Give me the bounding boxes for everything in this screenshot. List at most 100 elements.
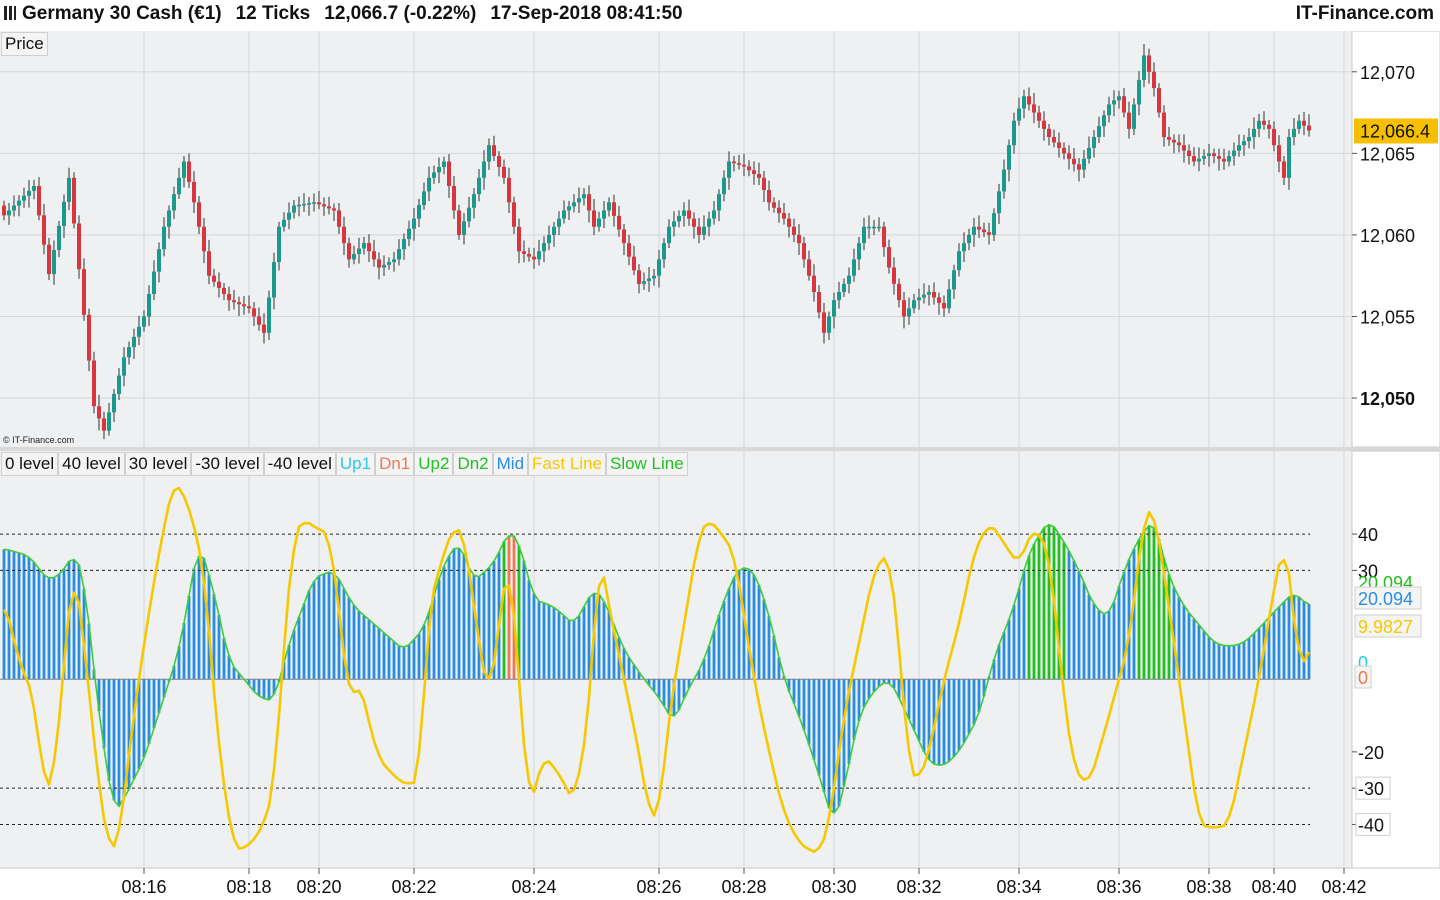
candle-body	[192, 181, 196, 203]
candle	[587, 185, 591, 223]
histogram-bar	[947, 679, 951, 762]
histogram-bar	[957, 679, 961, 751]
candle	[1247, 128, 1251, 149]
histogram-bar	[117, 679, 121, 807]
candle-body	[582, 194, 586, 199]
indicator-legend-item[interactable]: 40 level	[58, 452, 125, 476]
histogram-bar	[847, 679, 851, 764]
candle-body	[77, 223, 81, 270]
candle	[57, 221, 61, 258]
candle	[877, 217, 881, 232]
candle	[467, 196, 471, 228]
histogram-bar	[677, 679, 681, 711]
histogram-bar	[452, 548, 456, 680]
indicator-legend-item[interactable]: 30 level	[124, 452, 192, 476]
candle-body	[1052, 137, 1056, 143]
candle-body	[587, 194, 591, 211]
candle-body	[522, 251, 526, 254]
candle-body	[1102, 115, 1106, 127]
histogram-bar	[687, 679, 691, 689]
candle	[677, 210, 681, 228]
histogram-bar	[27, 557, 31, 680]
histogram-bar	[332, 574, 336, 680]
candle-body	[922, 294, 926, 298]
histogram-bar	[1032, 544, 1036, 680]
candle-body	[672, 221, 676, 227]
candle-body	[932, 292, 936, 298]
histogram-bar	[372, 624, 376, 680]
candle-body	[867, 226, 871, 229]
indicator-legend-item[interactable]: Mid	[492, 452, 529, 476]
histogram-bar	[607, 612, 611, 680]
candle	[562, 200, 566, 224]
candle	[627, 234, 631, 266]
histogram-bar	[612, 624, 616, 680]
candle-body	[352, 253, 356, 260]
candle-body	[297, 204, 301, 207]
candle-body	[702, 226, 706, 235]
price-legend[interactable]: Price	[1, 32, 48, 56]
candle	[917, 288, 921, 310]
price-panel-bg	[0, 31, 1352, 447]
candle	[777, 200, 781, 223]
candle-body	[497, 156, 501, 167]
candle	[662, 238, 666, 268]
candle	[932, 282, 936, 305]
indicator-legend-item[interactable]: 0 level	[1, 452, 59, 476]
candle	[612, 194, 616, 227]
chart-canvas[interactable]: 12,070 12,065 12,060 12,055 12,050 12,066.4 40…	[0, 31, 1440, 900]
candle-body	[1282, 161, 1286, 178]
candle	[432, 165, 436, 184]
candle	[522, 240, 526, 263]
candle	[392, 251, 396, 272]
candle	[372, 239, 376, 267]
histogram-bar	[1182, 605, 1186, 680]
candle	[307, 196, 311, 216]
candle-body	[1047, 128, 1051, 138]
candle	[427, 166, 431, 201]
indicator-legend-item[interactable]: Up1	[335, 452, 376, 476]
candle	[1002, 159, 1006, 199]
candle	[582, 187, 586, 206]
candle	[862, 217, 866, 251]
indicator-legend-item[interactable]: Fast Line	[528, 452, 606, 476]
histogram-bar	[52, 577, 56, 680]
current-price-label: 12,066.4	[1360, 122, 1430, 142]
title-bar: Germany 30 Cash (€1) 12 Ticks 12,066.7 (-0…	[0, 0, 1440, 32]
indicator-legend-item[interactable]: Dn2	[453, 452, 493, 476]
interval-label[interactable]: 12 Ticks	[235, 3, 311, 24]
candle	[52, 240, 56, 285]
histogram-bar	[1022, 570, 1026, 680]
histogram-bar	[42, 574, 46, 680]
candle-body	[437, 166, 441, 173]
candle	[192, 171, 196, 214]
histogram-bar	[1092, 603, 1096, 680]
instrument-name: Germany 30 Cash (€1)	[22, 3, 222, 24]
candle-body	[742, 164, 746, 167]
indicator-legend-item[interactable]: -40 level	[263, 452, 336, 476]
candle	[717, 189, 721, 222]
candle-body	[887, 247, 891, 268]
panel-separator	[0, 447, 1440, 451]
candle-body	[792, 226, 796, 235]
histogram-bar	[512, 535, 516, 680]
candle	[1307, 114, 1311, 137]
candle	[292, 200, 296, 219]
histogram-bar	[837, 679, 841, 807]
candle-body	[82, 269, 86, 315]
candle	[367, 234, 371, 262]
histogram-bar	[682, 679, 686, 699]
candle	[67, 167, 71, 211]
candle	[607, 197, 611, 217]
candle-body	[292, 205, 296, 213]
candle-body	[847, 275, 851, 284]
candle	[102, 411, 106, 440]
indicator-legend-item[interactable]: Dn1	[375, 452, 415, 476]
indicator-legend-item[interactable]: Slow Line	[605, 452, 688, 476]
indicator-legend-item[interactable]: -30 level	[191, 452, 264, 476]
indicator-legend-item[interactable]: Up2	[414, 452, 454, 476]
histogram-bar	[422, 624, 426, 680]
candle	[757, 162, 761, 186]
candle	[922, 283, 926, 304]
histogram-bar	[997, 644, 1001, 680]
